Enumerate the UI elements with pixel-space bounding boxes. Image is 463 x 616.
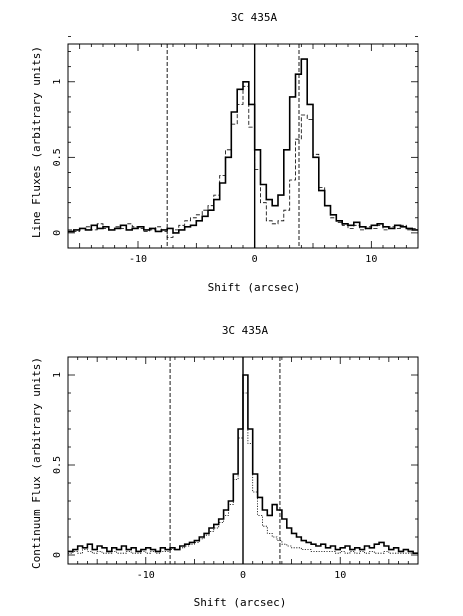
y-tick-label: 0.5 xyxy=(52,456,63,474)
series-line xyxy=(68,392,418,554)
y-tick-label: 0 xyxy=(52,552,63,558)
series-line xyxy=(68,85,418,238)
x-tick-label: -10 xyxy=(137,570,155,581)
plot-frame xyxy=(67,43,419,249)
y-axis-label: Line Fluxes (arbitrary units) xyxy=(30,46,43,238)
x-tick-label: 10 xyxy=(365,254,377,265)
y-tick-label: 1 xyxy=(52,79,63,85)
series-line xyxy=(68,374,418,554)
y-axis-label: Continuum Flux (arbitrary units) xyxy=(30,357,43,569)
chart-title: 3C 435A xyxy=(222,324,269,337)
series-line xyxy=(68,58,418,234)
y-tick-label: 0.5 xyxy=(52,148,63,166)
x-axis-label: Shift (arcsec) xyxy=(208,281,301,294)
chart-title: 3C 435A xyxy=(231,11,278,24)
x-tick-label: 10 xyxy=(334,570,346,581)
x-tick-label: 0 xyxy=(240,570,246,581)
y-tick-label: 1 xyxy=(52,372,63,378)
continuum-flux-panel: 3C 435A Continuum Flux (arbitrary units)… xyxy=(30,324,419,609)
x-tick-label: -10 xyxy=(129,254,147,265)
x-tick-label: 0 xyxy=(252,254,258,265)
line-flux-panel: 3C 435A Line Fluxes (arbitrary units) Sh… xyxy=(30,11,419,294)
x-axis-label: Shift (arcsec) xyxy=(194,596,287,609)
y-tick-label: 0 xyxy=(52,230,63,236)
